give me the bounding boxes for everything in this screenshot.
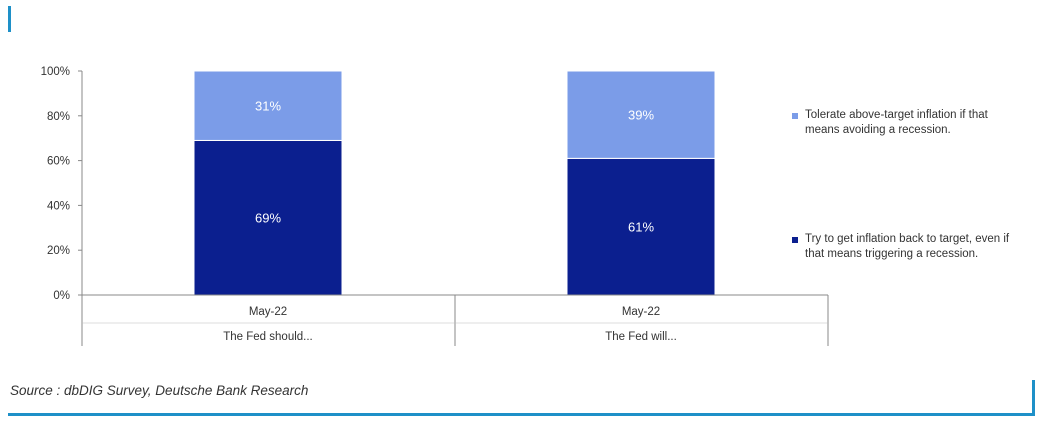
legend-item-tolerate: Tolerate above-target inflation if that …	[792, 108, 1022, 138]
y-tick-label: 20%	[47, 245, 70, 257]
legend-item-target: Try to get inflation back to target, eve…	[792, 232, 1022, 262]
x-group-label: The Fed should...	[223, 331, 313, 343]
y-tick-label: 80%	[47, 111, 70, 123]
data-label: 31%	[255, 99, 281, 114]
data-label: 61%	[628, 220, 654, 235]
y-tick-label: 0%	[53, 290, 70, 302]
data-label: 69%	[255, 211, 281, 226]
legend-label-target: Try to get inflation back to target, eve…	[805, 233, 1010, 260]
accent-bar-bottom-horizontal	[8, 413, 1035, 416]
x-tick-label: May-22	[622, 306, 660, 318]
accent-bar-bottom-vertical	[1032, 380, 1035, 416]
y-tick-label: 100%	[41, 66, 70, 78]
y-tick-label: 40%	[47, 200, 70, 212]
x-tick-label: May-22	[249, 306, 287, 318]
legend-swatch-tolerate	[792, 113, 798, 119]
accent-bar-top	[8, 6, 11, 32]
bar-segment	[566, 157, 716, 296]
legend-swatch-target	[792, 237, 798, 243]
data-label: 39%	[628, 108, 654, 123]
legend-label-tolerate: Tolerate above-target inflation if that …	[805, 109, 988, 136]
bar-segment	[193, 70, 343, 141]
bar-segment	[566, 70, 716, 159]
x-group-label: The Fed will...	[605, 331, 677, 343]
source-note: Source : dbDIG Survey, Deutsche Bank Res…	[10, 383, 309, 398]
y-tick-label: 60%	[47, 156, 70, 168]
